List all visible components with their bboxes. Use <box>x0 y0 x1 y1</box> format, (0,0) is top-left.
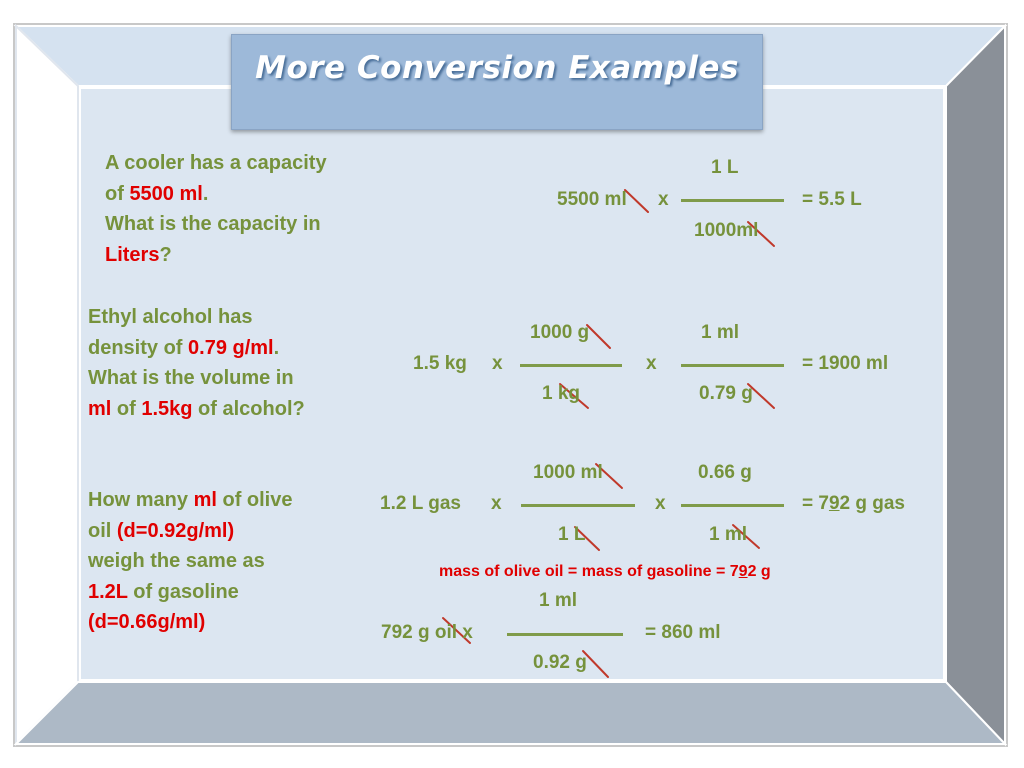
e3-start: 1.2 L gas <box>380 493 461 514</box>
e1-multiply: x <box>658 189 669 210</box>
e2-denominator-2: 0.79 g <box>699 383 753 404</box>
frame-right-bevel <box>945 23 1006 747</box>
q3-text: oil <box>88 519 117 542</box>
e4-fraction-bar <box>507 633 623 636</box>
e3-numerator-2: 0.66 g <box>698 462 752 483</box>
question-1: A cooler has a capacity of 5500 ml. What… <box>105 148 327 270</box>
q1-highlight: Liters <box>105 243 160 266</box>
e3-denominator-1: 1 L <box>558 524 586 545</box>
q3-line-1: How many ml of olive <box>88 485 293 516</box>
e2-start: 1.5 kg <box>413 353 467 374</box>
e4-denominator: 0.92 g <box>533 652 587 673</box>
e3-result-text: = 7 <box>802 493 829 514</box>
q1-text: of <box>105 182 130 205</box>
cancel-mark-g-2 <box>747 383 775 409</box>
q3-highlight: (d=0.92g/ml) <box>116 519 235 542</box>
cancel-mark-ml-1 <box>624 189 649 213</box>
e1-numerator: 1 L <box>711 157 739 178</box>
q3-highlight: 1.2L <box>88 580 128 603</box>
content-panel <box>79 87 945 681</box>
question-3: How many ml of olive oil (d=0.92g/ml) we… <box>88 485 293 638</box>
cancel-mark-ml-4 <box>732 524 760 549</box>
e2-denominator-1: 1 kg <box>542 383 581 404</box>
e1-fraction-bar <box>681 199 784 202</box>
note-text: mass of olive oil = mass of gasoline = 7 <box>439 563 739 580</box>
e3-fraction-bar-2 <box>681 504 784 507</box>
q2-highlight: ml <box>88 397 112 420</box>
q1-highlight: 5500 ml <box>129 182 203 205</box>
q3-line-4: 1.2L of gasoline <box>88 577 293 608</box>
cancel-mark-g-1 <box>586 324 611 349</box>
note-underlined-digit: 9 <box>738 563 748 580</box>
e2-fraction-bar-2 <box>681 364 784 367</box>
e4-result: = 860 ml <box>645 622 721 643</box>
q3-highlight: ml <box>193 489 217 511</box>
q1-line-3: What is the capacity in <box>105 213 321 235</box>
slide-title: More Conversion Examples <box>255 50 739 86</box>
e3-multiply-1: x <box>491 493 502 514</box>
cancel-mark-kg <box>559 383 589 409</box>
e2-result: = 1900 ml <box>802 353 889 374</box>
e1-denominator: 1000ml <box>694 220 759 241</box>
q2-line-1: Ethyl alcohol has <box>88 306 253 328</box>
note-text: 2 g <box>747 563 771 580</box>
q3-text: of olive <box>216 489 293 511</box>
q3-text: How many <box>88 489 194 511</box>
q1-line-2: of 5500 ml. <box>105 179 327 210</box>
e3-numerator-1: 1000 ml <box>533 462 603 483</box>
title-banner: More Conversion Examples <box>231 34 763 130</box>
e3-result: = 792 g gas <box>802 493 905 515</box>
e2-multiply-2: x <box>646 353 657 374</box>
q1-text: . <box>202 182 209 205</box>
cancel-mark-L <box>574 526 600 551</box>
q2-text: of alcohol? <box>192 397 305 420</box>
e3-multiply-2: x <box>655 493 666 514</box>
e2-numerator-2: 1 ml <box>701 322 740 343</box>
mass-equality-note: mass of olive oil = mass of gasoline = 7… <box>439 563 771 581</box>
q2-line-3: What is the volume in <box>88 367 294 389</box>
frame-left-bevel <box>15 23 79 747</box>
q1-text: ? <box>159 243 172 266</box>
cancel-mark-ml-2 <box>747 221 775 247</box>
q2-text: of <box>111 397 142 420</box>
q2-highlight: 1.5kg <box>141 397 193 420</box>
e1-result: = 5.5 L <box>802 189 862 210</box>
cancel-mark-ml-3 <box>595 463 623 489</box>
q3-line-3: weigh the same as <box>88 550 265 572</box>
e2-multiply-1: x <box>492 353 503 374</box>
e2-fraction-bar-1 <box>520 364 622 367</box>
e3-result-underlined-digit: 9 <box>828 493 840 514</box>
e4-numerator: 1 ml <box>539 590 578 611</box>
question-2: Ethyl alcohol has density of 0.79 g/ml. … <box>88 302 305 424</box>
q2-line-4: ml of 1.5kg of alcohol? <box>88 394 305 425</box>
q2-highlight: 0.79 g/ml <box>188 336 274 359</box>
cancel-mark-oil <box>442 617 471 644</box>
frame-bottom-bevel <box>13 681 1008 745</box>
cancel-marks <box>442 189 775 678</box>
e3-fraction-bar-1 <box>521 504 635 507</box>
q1-line-1: A cooler has a capacity <box>105 152 327 174</box>
q2-text: . <box>273 336 280 359</box>
q2-line-2: density of 0.79 g/ml. <box>88 333 305 364</box>
q3-text: of gasoline <box>127 580 239 603</box>
e3-result-text: 2 g gas <box>839 493 906 514</box>
q1-line-4: Liters? <box>105 240 327 271</box>
q3-line-2: oil (d=0.92g/ml) <box>88 516 293 547</box>
cancel-mark-g-3 <box>582 650 609 678</box>
q3-line-5: (d=0.66g/ml) <box>88 611 206 633</box>
e1-start: 5500 ml <box>557 189 627 210</box>
e3-denominator-2: 1 ml <box>709 524 748 545</box>
e4-start: 792 g oil x <box>381 622 473 643</box>
e2-numerator-1: 1000 g <box>530 322 590 343</box>
q2-text: density of <box>88 336 189 359</box>
